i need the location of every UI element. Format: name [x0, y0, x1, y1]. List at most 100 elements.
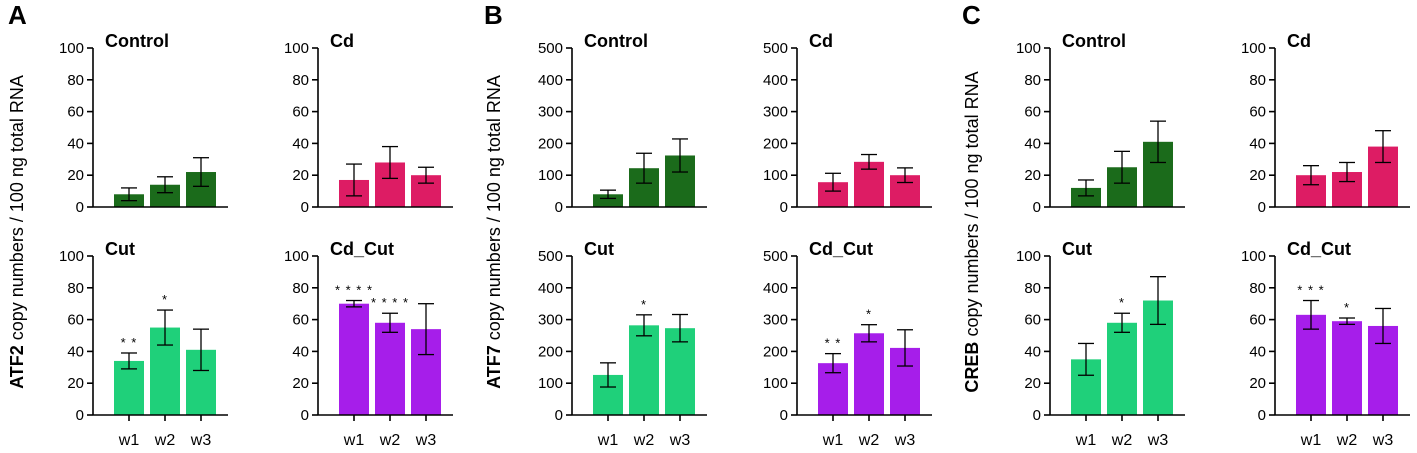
x-tick-label-creb-cut-w1: w1 — [1075, 432, 1097, 449]
panel-atf2-cd: 0 20 40 60 80 100 Cd — [284, 31, 453, 216]
x-tick-label-atf2-cd-cut-w3: w3 — [415, 432, 437, 449]
y-tick-label-atf7-cd-400: 400 — [763, 72, 788, 89]
y-tick-label-atf7-cut-500: 500 — [538, 248, 563, 265]
x-tick-label-atf7-cd-cut-w2: w2 — [858, 432, 880, 449]
y-axis-gene-atf2: ATF2 — [7, 345, 27, 389]
y-tick-label-creb-cd-cut-100: 100 — [1241, 248, 1266, 265]
significance-label-atf2-cd-cut-w2: * * * * — [371, 295, 409, 310]
y-tick-label-atf2-control-40: 40 — [67, 135, 84, 152]
y-tick-label-atf2-cd-20: 20 — [292, 167, 309, 184]
y-tick-label-atf2-cut-0: 0 — [76, 407, 84, 424]
y-axis-gene-creb: CREB — [962, 342, 982, 393]
bar-atf2-control-w2 — [150, 184, 180, 207]
significance-label-atf2-cd-cut-w1: * * * * — [335, 283, 373, 298]
y-tick-label-atf7-control-0: 0 — [555, 199, 563, 216]
bar-creb-control-w1 — [1071, 187, 1101, 207]
panel-title-atf2-cut: Cut — [105, 239, 135, 259]
x-tick-label-atf2-cd-cut-w1: w1 — [343, 432, 365, 449]
significance-label-atf2-cut-w1: * * — [121, 335, 138, 350]
y-tick-label-atf2-cd-cut-20: 20 — [292, 375, 309, 392]
bar-creb-cd-cut-w1 — [1296, 314, 1326, 415]
y-tick-label-atf7-cut-200: 200 — [538, 343, 563, 360]
y-tick-label-atf7-cd-cut-400: 400 — [763, 280, 788, 297]
x-tick-label-creb-cut-w2: w2 — [1111, 432, 1133, 449]
significance-label-atf7-cd-cut-w2: * — [866, 307, 872, 322]
y-tick-label-atf7-cd-200: 200 — [763, 135, 788, 152]
y-tick-label-atf7-cd-cut-200: 200 — [763, 343, 788, 360]
y-tick-label-creb-control-60: 60 — [1024, 104, 1041, 121]
y-tick-label-creb-cd-cut-40: 40 — [1249, 343, 1266, 360]
y-tick-label-creb-control-100: 100 — [1016, 40, 1041, 57]
y-tick-label-creb-cd-cut-60: 60 — [1249, 312, 1266, 329]
bar-atf7-cut-w2 — [629, 325, 659, 415]
y-tick-label-atf2-cd-cut-0: 0 — [301, 407, 309, 424]
panel-title-atf2-cd: Cd — [330, 31, 354, 51]
y-tick-label-creb-cut-80: 80 — [1024, 280, 1041, 297]
bar-atf7-cd-cut-w2 — [854, 333, 884, 415]
y-tick-label-creb-control-20: 20 — [1024, 167, 1041, 184]
panel-title-creb-cd-cut: Cd_Cut — [1287, 239, 1351, 259]
x-tick-label-atf7-cut-w3: w3 — [669, 432, 691, 449]
y-tick-label-atf7-cd-0: 0 — [780, 199, 788, 216]
bar-creb-cd-cut-w2 — [1332, 321, 1362, 415]
bar-atf7-control-w1 — [593, 194, 623, 207]
panel-atf2-cd-cut: * * * * w1 * * * * w2 w3 0 20 40 60 80 100 Cd_Cut — [284, 239, 453, 449]
x-tick-label-atf2-cut-w1: w1 — [118, 432, 140, 449]
y-tick-label-atf2-cd-40: 40 — [292, 135, 309, 152]
y-tick-label-atf7-cut-400: 400 — [538, 280, 563, 297]
y-axis-gene-atf7: ATF7 — [484, 345, 504, 389]
y-tick-label-atf2-cd-cut-60: 60 — [292, 312, 309, 329]
y-tick-label-atf7-cd-300: 300 — [763, 104, 788, 121]
significance-label-atf2-cut-w2: * — [162, 292, 168, 307]
panel-title-creb-cd: Cd — [1287, 31, 1311, 51]
panel-title-creb-cut: Cut — [1062, 239, 1092, 259]
x-tick-label-creb-cd-cut-w2: w2 — [1336, 432, 1358, 449]
y-tick-label-atf7-cut-300: 300 — [538, 312, 563, 329]
panel-title-atf7-control: Control — [584, 31, 648, 51]
y-tick-label-atf2-cd-0: 0 — [301, 199, 309, 216]
panel-title-atf7-cd: Cd — [809, 31, 833, 51]
panel-title-atf2-cd-cut: Cd_Cut — [330, 239, 394, 259]
y-tick-label-creb-cd-cut-20: 20 — [1249, 375, 1266, 392]
figure-letter-a: A — [8, 0, 27, 30]
y-tick-label-creb-cut-20: 20 — [1024, 375, 1041, 392]
y-tick-label-atf2-cd-100: 100 — [284, 40, 309, 57]
y-tick-label-atf2-cd-cut-40: 40 — [292, 343, 309, 360]
y-tick-label-atf7-cd-cut-300: 300 — [763, 312, 788, 329]
panel-atf7-cd: 0 100 200 300 400 500 Cd — [763, 31, 932, 216]
y-tick-label-creb-cd-0: 0 — [1258, 199, 1266, 216]
x-tick-label-atf7-cd-cut-w1: w1 — [822, 432, 844, 449]
bar-atf2-cd-cut-w2 — [375, 322, 405, 415]
panel-atf7-cd-cut: * * w1 * w2 w3 0 100 200 300 400 500 Cd_Cut — [763, 239, 932, 449]
y-tick-label-atf7-cd-cut-500: 500 — [763, 248, 788, 265]
y-tick-label-atf2-cd-80: 80 — [292, 72, 309, 89]
x-tick-label-atf7-cd-cut-w3: w3 — [894, 432, 916, 449]
panel-atf2-cut: * * w1 * w2 w3 0 20 40 60 80 100 Cut — [59, 239, 228, 449]
y-tick-label-atf7-cd-100: 100 — [763, 167, 788, 184]
y-tick-label-atf2-cd-cut-80: 80 — [292, 280, 309, 297]
y-tick-label-atf2-cut-80: 80 — [67, 280, 84, 297]
panel-creb-cd-cut: * * * w1 * w2 w3 0 20 40 60 80 100 Cd_Cut — [1241, 239, 1410, 449]
y-tick-label-creb-cut-100: 100 — [1016, 248, 1041, 265]
panel-atf7-control: 0 100 200 300 400 500 Control — [538, 31, 707, 216]
panel-creb-cd: 0 20 40 60 80 100 Cd — [1241, 31, 1410, 216]
y-tick-label-creb-cd-60: 60 — [1249, 104, 1266, 121]
y-tick-label-atf7-control-300: 300 — [538, 104, 563, 121]
bar-creb-cut-w2 — [1107, 322, 1137, 415]
y-tick-label-creb-cd-100: 100 — [1241, 40, 1266, 57]
significance-label-atf7-cd-cut-w1: * * — [825, 336, 842, 351]
panel-atf7-cut: w1 * w2 w3 0 100 200 300 400 500 Cut — [538, 239, 707, 449]
y-axis-label-creb: CREB copy numbers / 100 ng total RNA — [962, 71, 982, 392]
y-tick-label-atf7-cd-cut-100: 100 — [763, 375, 788, 392]
y-tick-label-creb-cd-20: 20 — [1249, 167, 1266, 184]
panel-creb-cut: w1 * w2 w3 0 20 40 60 80 100 Cut — [1016, 239, 1185, 449]
significance-label-atf7-cut-w2: * — [641, 297, 647, 312]
y-tick-label-atf7-cd-cut-0: 0 — [780, 407, 788, 424]
panel-atf2-control: 0 20 40 60 80 100 Control — [59, 31, 228, 216]
y-tick-label-creb-cd-80: 80 — [1249, 72, 1266, 89]
y-tick-label-creb-cd-cut-80: 80 — [1249, 280, 1266, 297]
x-tick-label-atf2-cut-w2: w2 — [154, 432, 176, 449]
y-tick-label-creb-cd-40: 40 — [1249, 135, 1266, 152]
